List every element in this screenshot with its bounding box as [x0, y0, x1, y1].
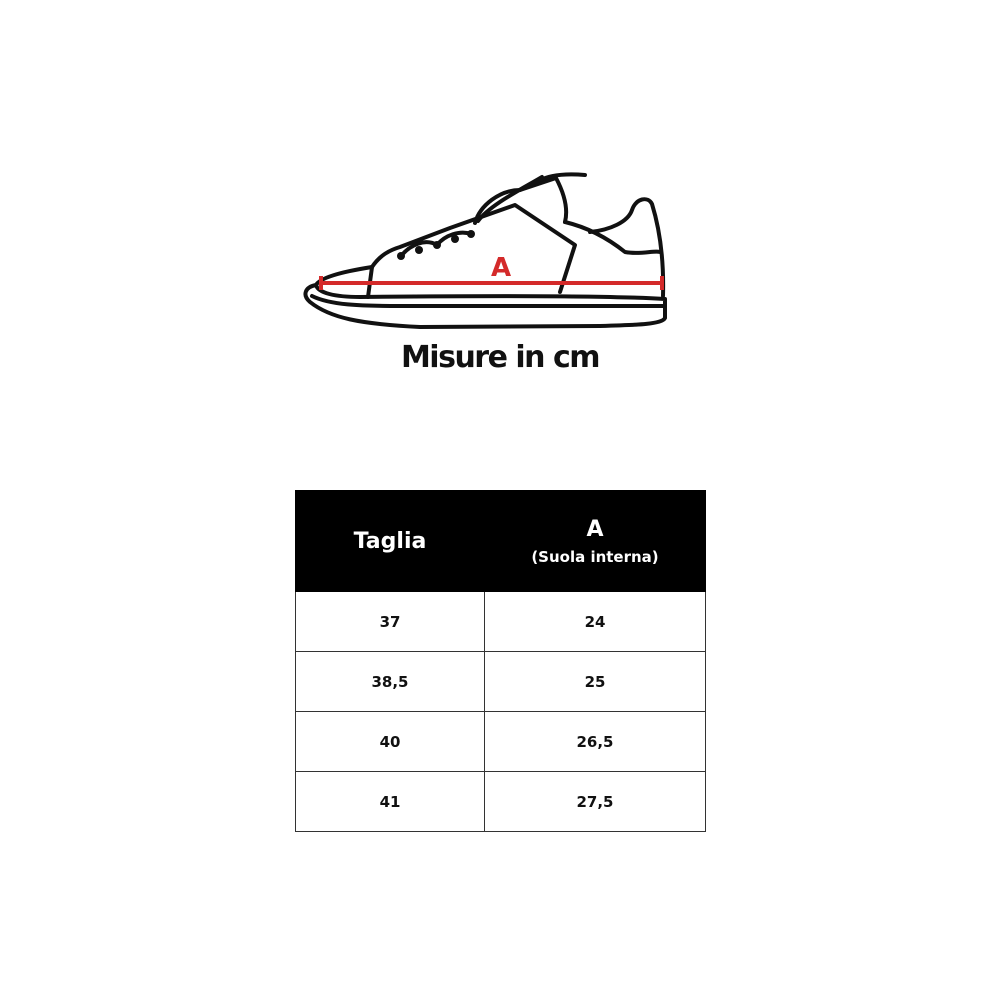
header-size: Taglia	[295, 490, 485, 592]
cell-a: 26,5	[484, 711, 706, 772]
laces	[399, 230, 472, 258]
cell-size: 38,5	[295, 651, 485, 712]
cell-a: 27,5	[484, 771, 706, 832]
measure-label-a: A	[491, 253, 511, 283]
cell-size: 37	[295, 591, 485, 652]
header-measure-sub: (Suola interna)	[531, 547, 659, 566]
page-title: Misure in cm	[400, 340, 601, 375]
header-measure-label: A	[586, 516, 604, 542]
table-header-row: Taglia A (Suola interna)	[295, 490, 706, 592]
sneaker-diagram: A	[303, 172, 667, 329]
table-row: 37 24	[295, 591, 706, 652]
cell-a: 25	[484, 651, 706, 712]
table-row: 41 27,5	[295, 771, 706, 832]
table-row: 38,5 25	[295, 651, 706, 712]
cell-size: 40	[295, 711, 485, 772]
header-measure: A (Suola interna)	[484, 490, 706, 592]
measure-line-a	[319, 276, 664, 290]
table-row: 40 26,5	[295, 711, 706, 772]
cell-a: 24	[484, 591, 706, 652]
size-table: Taglia A (Suola interna) 37 24 38,5 25 40 2…	[295, 490, 706, 832]
sneaker-outline	[303, 172, 667, 329]
cell-size: 41	[295, 771, 485, 832]
